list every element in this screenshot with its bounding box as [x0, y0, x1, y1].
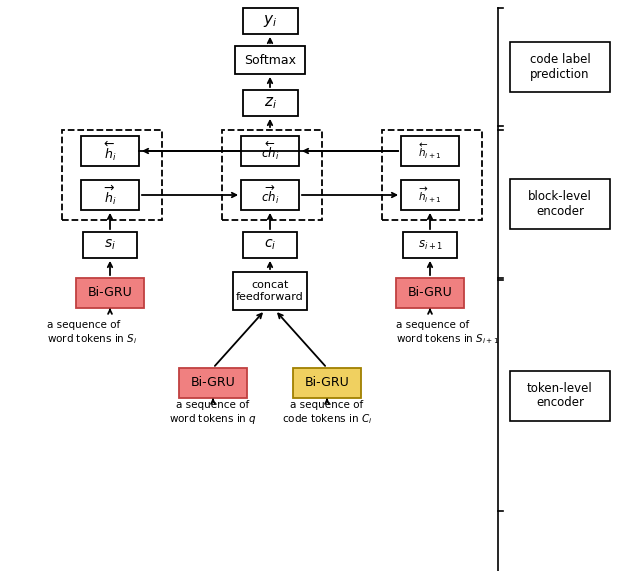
- FancyBboxPatch shape: [179, 368, 247, 398]
- Text: $\overleftarrow{h}_{i+1}$: $\overleftarrow{h}_{i+1}$: [418, 141, 442, 160]
- Text: $\overleftarrow{h}_i$: $\overleftarrow{h}_i$: [104, 139, 116, 163]
- FancyBboxPatch shape: [233, 272, 307, 310]
- Text: a sequence of
word tokens in $S_i$: a sequence of word tokens in $S_i$: [47, 320, 137, 346]
- FancyBboxPatch shape: [510, 371, 610, 420]
- Text: a sequence of
code tokens in $C_i$: a sequence of code tokens in $C_i$: [282, 400, 372, 426]
- Text: $s_i$: $s_i$: [104, 238, 116, 252]
- Bar: [222, 130, 322, 220]
- FancyBboxPatch shape: [396, 278, 464, 308]
- FancyBboxPatch shape: [81, 136, 139, 166]
- FancyBboxPatch shape: [401, 136, 459, 166]
- FancyBboxPatch shape: [81, 180, 139, 210]
- Text: token-level
encoder: token-level encoder: [527, 381, 593, 409]
- FancyBboxPatch shape: [243, 8, 298, 34]
- FancyBboxPatch shape: [235, 46, 305, 74]
- FancyBboxPatch shape: [83, 232, 137, 258]
- FancyBboxPatch shape: [241, 136, 299, 166]
- FancyBboxPatch shape: [243, 232, 297, 258]
- Text: $c_i$: $c_i$: [264, 238, 276, 252]
- Text: Bi-GRU: Bi-GRU: [408, 287, 452, 300]
- Bar: [62, 130, 162, 220]
- FancyBboxPatch shape: [510, 179, 610, 229]
- Text: Softmax: Softmax: [244, 54, 296, 66]
- Text: $\overrightarrow{h}_{i+1}$: $\overrightarrow{h}_{i+1}$: [418, 186, 442, 204]
- Text: $s_{i+1}$: $s_{i+1}$: [417, 239, 442, 252]
- FancyBboxPatch shape: [510, 42, 610, 92]
- FancyBboxPatch shape: [293, 368, 361, 398]
- Text: a sequence of
word tokens in $S_{i+1}$: a sequence of word tokens in $S_{i+1}$: [396, 320, 500, 346]
- Text: $\overleftarrow{ch}_i$: $\overleftarrow{ch}_i$: [261, 140, 279, 162]
- Text: $y_i$: $y_i$: [263, 13, 277, 29]
- Text: a sequence of
word tokens in $q$: a sequence of word tokens in $q$: [169, 400, 257, 426]
- Text: Bi-GRU: Bi-GRU: [191, 376, 236, 389]
- FancyBboxPatch shape: [76, 278, 144, 308]
- Text: Bi-GRU: Bi-GRU: [305, 376, 349, 389]
- FancyBboxPatch shape: [401, 180, 459, 210]
- Bar: [382, 130, 482, 220]
- Text: concat
feedforward: concat feedforward: [236, 280, 304, 302]
- Text: Bi-GRU: Bi-GRU: [88, 287, 132, 300]
- Text: $\overrightarrow{ch}_i$: $\overrightarrow{ch}_i$: [261, 184, 279, 206]
- Text: block-level
encoder: block-level encoder: [528, 190, 592, 218]
- Text: code label
prediction: code label prediction: [530, 53, 590, 81]
- FancyBboxPatch shape: [241, 180, 299, 210]
- FancyBboxPatch shape: [243, 90, 298, 116]
- Text: $\overrightarrow{h}_i$: $\overrightarrow{h}_i$: [104, 183, 116, 207]
- Text: $z_i$: $z_i$: [264, 95, 276, 111]
- FancyBboxPatch shape: [403, 232, 457, 258]
